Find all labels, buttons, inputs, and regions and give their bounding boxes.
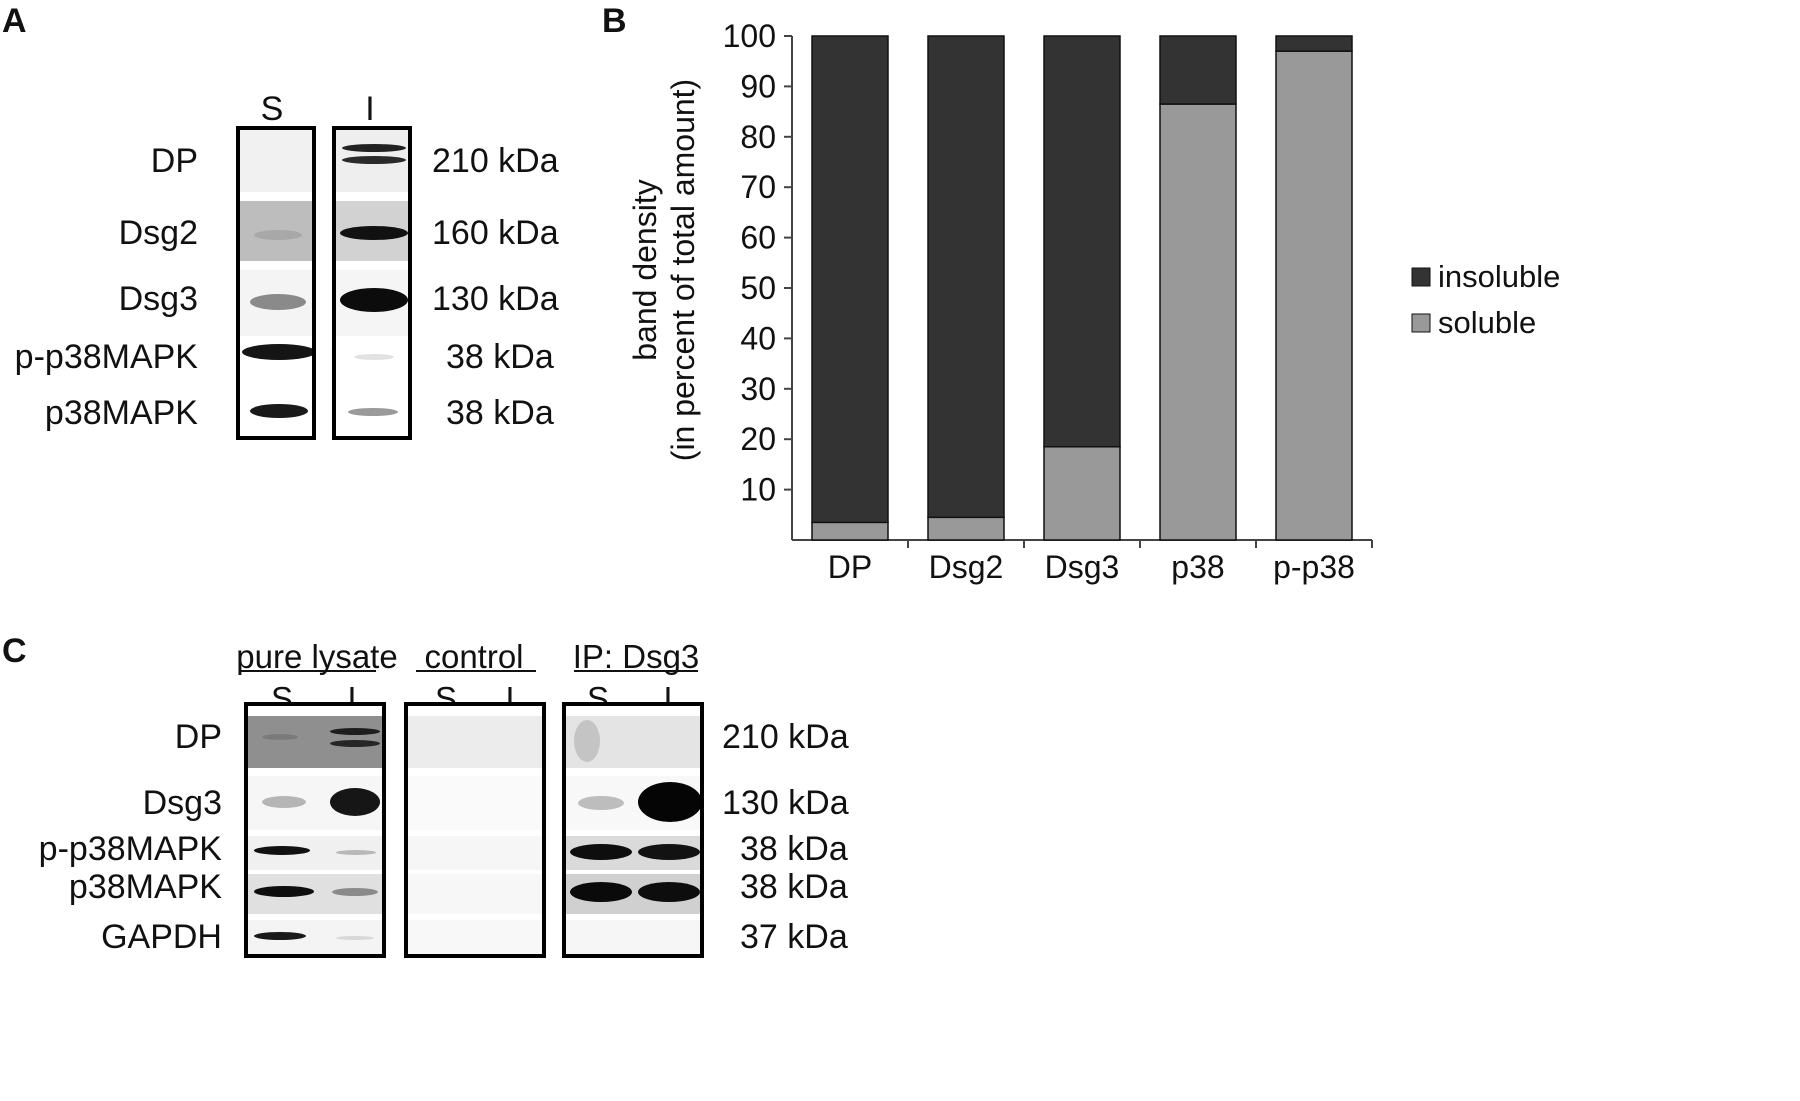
bar-insoluble <box>1043 35 1121 448</box>
panel-c-mw-dsg3: 130 kDa <box>722 784 849 822</box>
panel-c-underline-ip <box>574 670 698 672</box>
y-tick-label: 90 <box>740 68 776 104</box>
y-tick-label: 100 <box>723 18 776 54</box>
panel-c-underline-pure-lysate <box>240 670 376 672</box>
panel-c-group-ip: IP: Dsg3 <box>572 638 700 675</box>
x-tick-label: Dsg2 <box>929 549 1004 585</box>
panel-c-label-gapdh: GAPDH <box>101 918 222 956</box>
panel-c-lane-i-3: I <box>663 680 673 717</box>
x-tick-label: DP <box>828 549 872 585</box>
y-tick-label: 60 <box>740 220 776 256</box>
panel-a-mw-dp: 210 kDa <box>432 142 559 180</box>
panel-c-blot-pure-lysate <box>244 702 386 958</box>
panel-a-label-dsg2: Dsg2 <box>118 214 198 252</box>
bar-insoluble <box>1159 35 1237 105</box>
panel-a-label-p38: p38MAPK <box>44 394 198 432</box>
stacked-bar-chart: 10 20 30 40 50 60 70 80 90 100 DP Dsg2 Dsg3 p38 p-p38 b… <box>627 18 1560 585</box>
panel-a-mw-dsg3: 130 kDa <box>432 280 559 318</box>
panel-a-blot-s <box>236 126 316 440</box>
panel-c-lane-i-2: I <box>505 680 515 717</box>
panel-c-group-pure-lysate: pure lysate <box>236 638 398 675</box>
panel-c-underline-control <box>416 670 536 672</box>
bar-soluble <box>1275 50 1353 541</box>
legend-label-insoluble: insoluble <box>1438 259 1560 294</box>
bar-insoluble <box>811 35 889 524</box>
panel-a-mw-pp38: 38 kDa <box>446 338 554 376</box>
bar-soluble <box>1043 446 1121 541</box>
y-axis-label-line2: (in percent of total amount) <box>665 79 701 461</box>
legend-swatch-soluble <box>1411 313 1431 333</box>
x-tick-label: Dsg3 <box>1045 549 1120 585</box>
panel-c-label-dp: DP <box>174 718 222 756</box>
bar-soluble <box>927 516 1005 541</box>
panel-c-label-p38: p38MAPK <box>68 868 222 906</box>
y-tick-label: 50 <box>740 270 776 306</box>
y-tick-label: 80 <box>740 119 776 155</box>
panel-a-label-dsg3: Dsg3 <box>118 280 198 318</box>
panel-c-label-dsg3: Dsg3 <box>142 784 222 822</box>
panel-c-mw-pp38: 38 kDa <box>740 830 848 868</box>
panel-c-letter: C <box>2 632 27 670</box>
panel-c-mw-p38: 38 kDa <box>740 868 848 906</box>
panel-c-mw-gapdh: 37 kDa <box>740 918 848 956</box>
y-tick-label: 30 <box>740 371 776 407</box>
legend-label-soluble: soluble <box>1438 305 1536 340</box>
panel-c-blot-control <box>404 702 546 958</box>
y-axis-label-line1: band density <box>627 179 663 360</box>
panel-a-lane-i: I <box>365 90 375 128</box>
panel-a-label-pp38: p-p38MAPK <box>14 338 198 376</box>
panel-a-lane-s: S <box>260 90 284 128</box>
x-tick-label: p-p38 <box>1273 549 1355 585</box>
bar-soluble <box>1159 103 1237 541</box>
bar-soluble <box>811 521 889 541</box>
y-tick-label: 10 <box>740 472 776 508</box>
bar-insoluble <box>927 35 1005 519</box>
panel-c-label-pp38: p-p38MAPK <box>38 830 222 868</box>
panel-b-letter: B <box>602 2 627 40</box>
panel-a-label-dp: DP <box>150 142 198 180</box>
panel-c-blot-ip <box>562 702 704 958</box>
panel-c-group-control: control <box>424 638 524 675</box>
y-tick-label: 20 <box>740 421 776 457</box>
legend-swatch-insoluble <box>1411 267 1431 287</box>
panel-a-blot-i <box>332 126 412 440</box>
panel-c-lane-i-1: I <box>347 680 357 717</box>
y-tick-label: 70 <box>740 169 776 205</box>
panel-c-mw-dp: 210 kDa <box>722 718 849 756</box>
panel-a-letter: A <box>2 2 27 40</box>
panel-a-mw-dsg2: 160 kDa <box>432 214 559 252</box>
x-tick-label: p38 <box>1171 549 1224 585</box>
bar-insoluble <box>1275 35 1353 52</box>
y-tick-label: 40 <box>740 320 776 356</box>
panel-a-mw-p38: 38 kDa <box>446 394 554 432</box>
